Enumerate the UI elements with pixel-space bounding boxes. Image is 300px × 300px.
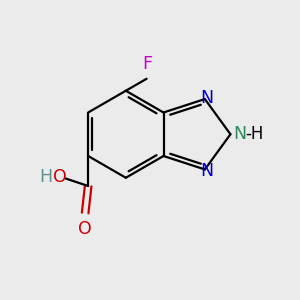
Text: O: O xyxy=(78,220,92,238)
Text: N: N xyxy=(200,88,213,106)
Text: N: N xyxy=(233,125,246,143)
Text: H: H xyxy=(40,168,53,186)
Text: N: N xyxy=(200,162,213,180)
Text: -H: -H xyxy=(245,124,263,142)
Text: O: O xyxy=(53,168,67,186)
Text: F: F xyxy=(142,55,152,73)
